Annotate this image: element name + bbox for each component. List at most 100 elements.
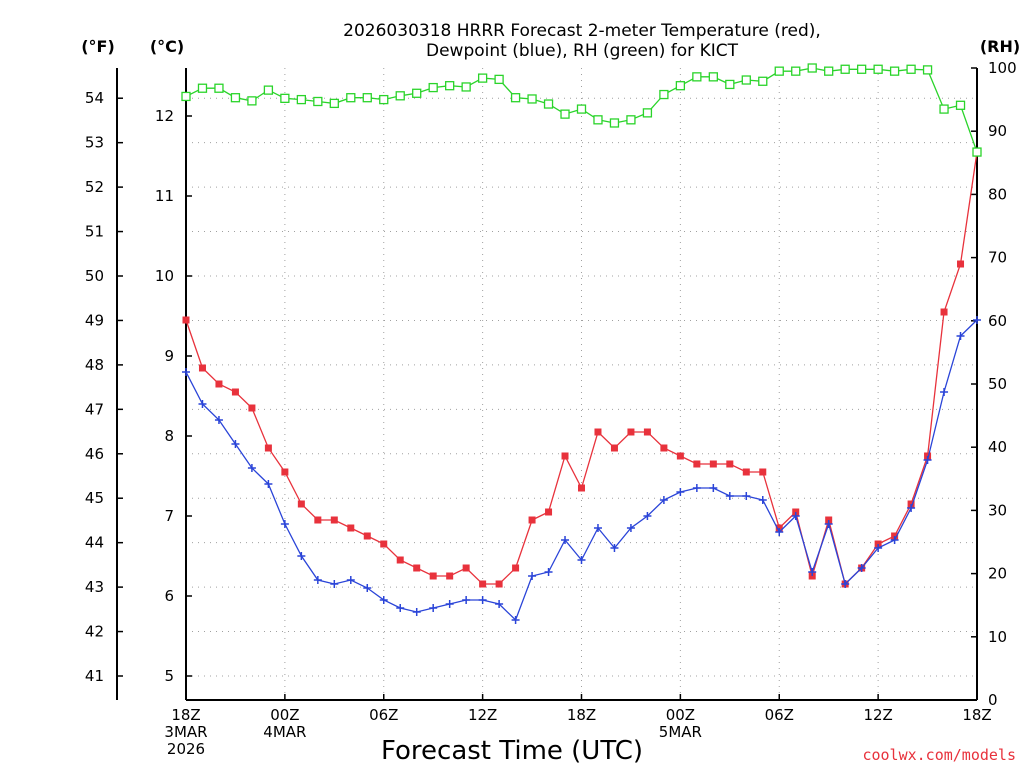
x-tick-label: 00Z [270, 706, 299, 724]
dewpoint-point [857, 564, 866, 572]
rh-point [807, 63, 817, 73]
rh-point [708, 72, 718, 82]
rh-point [889, 66, 900, 76]
fahrenheit-tick-label: 41 [85, 667, 104, 685]
celsius-unit-label: (°C) [150, 37, 184, 56]
rh-point [230, 93, 241, 103]
dewpoint-point [890, 536, 899, 544]
dewpoint-point [610, 544, 619, 552]
dewpoint-point [495, 600, 504, 608]
fahrenheit-unit-label: (°F) [81, 37, 115, 56]
dewpoint-point [742, 492, 751, 500]
temperature-point [413, 564, 421, 572]
x-tick-label: 06Z [765, 706, 794, 724]
x-tick-label: 3MAR [164, 723, 207, 741]
rh-point [741, 75, 751, 85]
dewpoint-point [264, 480, 273, 488]
dewpoint-point [824, 520, 833, 528]
dewpoint-point [445, 600, 454, 608]
rh-tick-label: 50 [988, 375, 1007, 393]
rh-point [428, 82, 438, 93]
temperature-point [561, 452, 569, 460]
dewpoint-point [462, 596, 471, 604]
dewpoint-point [231, 440, 240, 448]
rh-point [395, 91, 405, 101]
x-tick-label: 12Z [468, 706, 497, 724]
dewpoint-point [544, 568, 553, 576]
x-tick-label: 06Z [369, 706, 398, 724]
fahrenheit-tick-label: 53 [85, 134, 104, 152]
temperature-point [330, 516, 338, 524]
axis-ticks: 41 42 43 44 45 46 47 48 49 50 51 52 53 54 5 6 7 8 9 10 11 12 0… [85, 59, 1017, 758]
rh-point [609, 118, 620, 128]
rh-point [576, 104, 587, 114]
dewpoint-point [478, 596, 487, 604]
dewpoint-point [396, 604, 405, 612]
rh-point [247, 96, 257, 106]
rh-point [906, 64, 916, 74]
fahrenheit-tick-label: 46 [85, 445, 104, 463]
temperature-point [512, 564, 520, 572]
rh-point [494, 74, 504, 85]
dewpoint-point [346, 576, 355, 584]
rh-point [626, 115, 636, 125]
rh-point [362, 93, 372, 103]
temperature-point [281, 468, 289, 476]
dewpoint-point [676, 488, 685, 496]
fahrenheit-tick-label: 42 [85, 623, 104, 641]
rh-point [263, 85, 274, 95]
dewpoint-point [758, 496, 767, 504]
temperature-point [363, 532, 371, 540]
rh-tick-label: 10 [988, 628, 1007, 646]
rh-tick-label: 0 [988, 691, 998, 709]
dewpoint-point [330, 580, 339, 588]
temperature-point [528, 516, 536, 524]
dewpoint-point [659, 496, 668, 504]
temperature-point [429, 572, 437, 580]
rh-point [873, 64, 883, 74]
temperature-point [297, 500, 305, 508]
rh-point [692, 72, 702, 82]
celsius-tick-label: 7 [164, 507, 174, 525]
rh-tick-label: 40 [988, 438, 1007, 456]
rh-tick-label: 70 [988, 249, 1007, 267]
fahrenheit-tick-label: 49 [85, 311, 104, 329]
x-tick-label: 18Z [567, 706, 596, 724]
rh-point [659, 89, 669, 100]
celsius-tick-label: 11 [155, 187, 174, 205]
series-dewpoint [182, 316, 981, 624]
celsius-tick-label: 10 [155, 267, 174, 285]
temperature-point [759, 468, 767, 476]
temperature-point [347, 524, 355, 532]
rh-point [280, 93, 290, 103]
temperature-point [940, 308, 948, 316]
dewpoint-point [198, 400, 207, 408]
dewpoint-point [412, 608, 421, 616]
fahrenheit-tick-label: 43 [85, 578, 104, 596]
dewpoint-point [379, 596, 388, 604]
dewpoint-point [297, 552, 306, 560]
x-tick-label: 18Z [171, 706, 200, 724]
temperature-point [479, 580, 487, 588]
celsius-tick-label: 9 [164, 347, 174, 365]
rh-point [214, 83, 224, 93]
fahrenheit-tick-label: 51 [85, 223, 104, 241]
temperature-point [643, 428, 651, 436]
temperature-point [578, 484, 585, 492]
rh-tick-label: 30 [988, 501, 1007, 519]
rh-tick-label: 80 [988, 185, 1007, 203]
temperature-point [314, 516, 322, 524]
rh-point [791, 66, 801, 76]
rh-point [181, 91, 191, 102]
dewpoint-point [561, 536, 570, 544]
rh-point [296, 94, 307, 105]
dewpoint-point [214, 416, 223, 424]
rh-point [593, 115, 603, 125]
dewpoint-point [577, 556, 586, 564]
rh-point [527, 94, 537, 104]
plot-grid [185, 68, 978, 700]
rh-point [510, 93, 521, 103]
rh-point [972, 147, 982, 157]
dewpoint-point [692, 484, 701, 492]
